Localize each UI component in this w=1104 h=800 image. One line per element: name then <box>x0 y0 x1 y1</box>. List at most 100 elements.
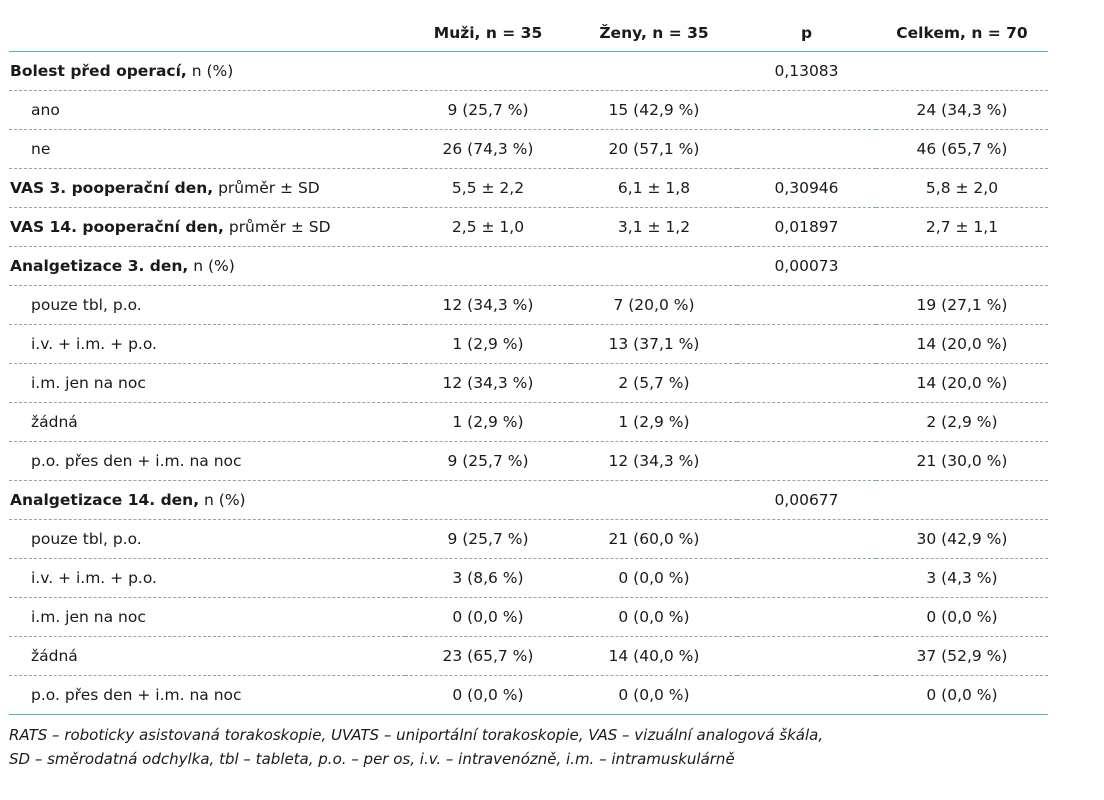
cell-zeny <box>571 246 737 286</box>
row-label: i.m. jen na noc <box>9 363 405 403</box>
row-label-unit: n (%) <box>188 257 235 275</box>
cell-zeny: 1 (2,9 %) <box>571 402 737 442</box>
cell-celkem: 19 (27,1 %) <box>876 285 1048 325</box>
cell-p-value <box>737 324 876 364</box>
row-label: i.v. + i.m. + p.o. <box>9 324 405 364</box>
row-label: p.o. přes den + i.m. na noc <box>9 675 405 715</box>
cell-muzi <box>405 480 571 520</box>
cell-celkem: 2 (2,9 %) <box>876 402 1048 442</box>
row-label: Bolest před operací, n (%) <box>9 51 405 91</box>
table-row: pouze tbl, p.o. 9 (25,7 %) 21 (60,0 %) 30 (… <box>9 519 1048 559</box>
table-row: ano 9 (25,7 %) 15 (42,9 %) 24 (34,3 %) <box>9 90 1048 130</box>
cell-celkem: 46 (65,7 %) <box>876 129 1048 169</box>
table-row: ne 26 (74,3 %) 20 (57,1 %) 46 (65,7 %) <box>9 129 1048 169</box>
cell-p-value <box>737 558 876 598</box>
row-label: ano <box>9 90 405 130</box>
header-p-value: p <box>737 14 876 52</box>
cell-muzi: 0 (0,0 %) <box>405 675 571 715</box>
header-zeny: Ženy, n = 35 <box>571 14 737 52</box>
row-label: pouze tbl, p.o. <box>9 285 405 325</box>
cell-celkem: 21 (30,0 %) <box>876 441 1048 481</box>
cell-celkem <box>876 480 1048 520</box>
table-row: žádná 23 (65,7 %) 14 (40,0 %) 37 (52,9 %) <box>9 636 1048 676</box>
cell-zeny: 21 (60,0 %) <box>571 519 737 559</box>
table-section-row: VAS 3. pooperační den, průměr ± SD 5,5 ± … <box>9 168 1048 208</box>
cell-zeny: 7 (20,0 %) <box>571 285 737 325</box>
cell-muzi: 5,5 ± 2,2 <box>405 168 571 208</box>
cell-muzi: 1 (2,9 %) <box>405 324 571 364</box>
cell-muzi: 1 (2,9 %) <box>405 402 571 442</box>
cell-celkem: 5,8 ± 2,0 <box>876 168 1048 208</box>
cell-celkem: 14 (20,0 %) <box>876 363 1048 403</box>
header-label-column <box>9 14 405 52</box>
cell-celkem: 3 (4,3 %) <box>876 558 1048 598</box>
row-label: Analgetizace 3. den, n (%) <box>9 246 405 286</box>
row-label: i.v. + i.m. + p.o. <box>9 558 405 598</box>
cell-celkem: 14 (20,0 %) <box>876 324 1048 364</box>
cell-muzi <box>405 246 571 286</box>
cell-zeny <box>571 51 737 91</box>
cell-p-value <box>737 675 876 715</box>
table-row: i.v. + i.m. + p.o. 3 (8,6 %) 0 (0,0 %) 3 (4… <box>9 558 1048 598</box>
table-row: p.o. přes den + i.m. na noc 9 (25,7 %) 12 … <box>9 441 1048 481</box>
row-label: VAS 14. pooperační den, průměr ± SD <box>9 207 405 247</box>
row-label-unit: n (%) <box>186 62 234 80</box>
row-label: žádná <box>9 402 405 442</box>
table-row: i.m. jen na noc 0 (0,0 %) 0 (0,0 %) 0 (0,0 … <box>9 597 1048 637</box>
table-row: i.v. + i.m. + p.o. 1 (2,9 %) 13 (37,1 %) 14… <box>9 324 1048 364</box>
cell-p-value <box>737 129 876 169</box>
cell-zeny: 20 (57,1 %) <box>571 129 737 169</box>
cell-zeny: 13 (37,1 %) <box>571 324 737 364</box>
table-row: i.m. jen na noc 12 (34,3 %) 2 (5,7 %) 14 (2… <box>9 363 1048 403</box>
table-section-row: Analgetizace 14. den, n (%) 0,00677 <box>9 480 1048 520</box>
cell-p-value: 0,01897 <box>737 207 876 247</box>
cell-celkem: 24 (34,3 %) <box>876 90 1048 130</box>
row-label-bold: Analgetizace 3. den, <box>10 257 189 275</box>
table-body: Bolest před operací, n (%) 0,13083 ano 9 (2… <box>9 51 1048 715</box>
cell-p-value <box>737 402 876 442</box>
row-label: ne <box>9 129 405 169</box>
cell-p-value <box>737 636 876 676</box>
cell-muzi: 0 (0,0 %) <box>405 597 571 637</box>
header-celkem: Celkem, n = 70 <box>876 14 1048 52</box>
footnote-line-2: SD – směrodatná odchylka, tbl – tableta,… <box>9 750 735 768</box>
cell-zeny <box>571 480 737 520</box>
row-label: žádná <box>9 636 405 676</box>
row-label: Analgetizace 14. den, n (%) <box>9 480 405 520</box>
table-row: pouze tbl, p.o. 12 (34,3 %) 7 (20,0 %) 19 (… <box>9 285 1048 325</box>
cell-muzi: 26 (74,3 %) <box>405 129 571 169</box>
cell-celkem <box>876 51 1048 91</box>
table-header-row: Muži, n = 35 Ženy, n = 35 p Celkem, n = … <box>9 14 1048 52</box>
row-label: i.m. jen na noc <box>9 597 405 637</box>
cell-p-value <box>737 90 876 130</box>
cell-zeny: 0 (0,0 %) <box>571 675 737 715</box>
cell-celkem: 0 (0,0 %) <box>876 597 1048 637</box>
cell-celkem <box>876 246 1048 286</box>
header-muzi: Muži, n = 35 <box>405 14 571 52</box>
results-table: Muži, n = 35 Ženy, n = 35 p Celkem, n = … <box>9 14 1048 715</box>
cell-p-value <box>737 519 876 559</box>
cell-muzi: 2,5 ± 1,0 <box>405 207 571 247</box>
row-label: p.o. přes den + i.m. na noc <box>9 441 405 481</box>
row-label-unit: průměr ± SD <box>213 179 320 197</box>
row-label-unit: n (%) <box>199 491 246 509</box>
results-table-container: Muži, n = 35 Ženy, n = 35 p Celkem, n = … <box>9 14 1048 715</box>
cell-p-value <box>737 285 876 325</box>
row-label: VAS 3. pooperační den, průměr ± SD <box>9 168 405 208</box>
table-section-row: Analgetizace 3. den, n (%) 0,00073 <box>9 246 1048 286</box>
row-label-bold: VAS 3. pooperační den, <box>10 179 214 197</box>
cell-zeny: 3,1 ± 1,2 <box>571 207 737 247</box>
cell-zeny: 0 (0,0 %) <box>571 597 737 637</box>
cell-celkem: 37 (52,9 %) <box>876 636 1048 676</box>
cell-muzi: 12 (34,3 %) <box>405 363 571 403</box>
cell-zeny: 0 (0,0 %) <box>571 558 737 598</box>
cell-muzi: 9 (25,7 %) <box>405 441 571 481</box>
cell-zeny: 12 (34,3 %) <box>571 441 737 481</box>
cell-muzi: 23 (65,7 %) <box>405 636 571 676</box>
cell-muzi: 9 (25,7 %) <box>405 90 571 130</box>
cell-p-value <box>737 363 876 403</box>
cell-p-value: 0,00073 <box>737 246 876 286</box>
cell-p-value: 0,30946 <box>737 168 876 208</box>
cell-celkem: 30 (42,9 %) <box>876 519 1048 559</box>
table-row: žádná 1 (2,9 %) 1 (2,9 %) 2 (2,9 %) <box>9 402 1048 442</box>
